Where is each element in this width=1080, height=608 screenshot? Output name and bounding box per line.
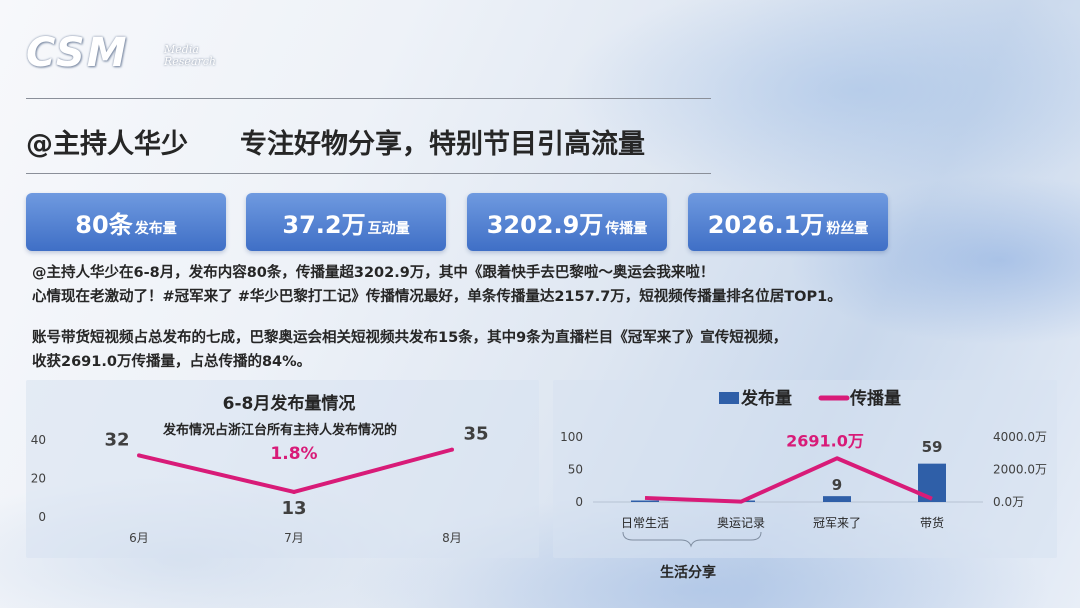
stat-label: 发布量: [134, 221, 177, 237]
stat-value: 3202.9万: [486, 211, 604, 239]
summary-paragraph-1: @主持人华少在6-8月，发布内容80条，传播量超3202.9万，其中《跟着快手去…: [32, 261, 1032, 309]
top-rule: [26, 98, 711, 99]
chart-title: 6-8月发布量情况: [223, 393, 356, 414]
logo-subtext: Media Research: [164, 44, 234, 68]
x-tick-label: 7月: [284, 531, 304, 545]
stat-card-posts: 80条 发布量: [26, 193, 226, 251]
data-point: [137, 453, 141, 458]
y-left-tick-label: 50: [568, 463, 583, 477]
x-tick-label: 带货: [920, 515, 944, 530]
stat-card-reach: 3202.9万 传播量: [467, 193, 667, 251]
x-tick-label: 奥运记录: [717, 516, 765, 530]
line-data-label: 2691.0万: [786, 431, 864, 450]
y-right-tick-label: 0.0万: [993, 495, 1024, 509]
data-point: [450, 447, 454, 452]
stat-value: 2026.1万: [707, 211, 825, 239]
chart-subtitle: 发布情况占浙江台所有主持人发布情况的: [162, 422, 397, 438]
logo-text: CSM: [26, 30, 129, 76]
y-left-tick-label: 100: [560, 430, 583, 444]
page-title: @主持人华少 专注好物分享，特别节目引高流量: [26, 122, 645, 161]
legend-swatch-bar: [719, 392, 739, 404]
y-right-tick-label: 2000.0万: [993, 463, 1047, 477]
stat-card-interactions: 37.2万 互动量: [246, 193, 446, 251]
summary-line: 收获2691.0万传播量，占总传播的84%。: [32, 354, 312, 370]
y-left-tick-label: 0: [575, 495, 583, 509]
monthly-posts-chart: 6-8月发布量情况 发布情况占浙江台所有主持人发布情况的 1.8% 0 20 40 6…: [31, 393, 489, 545]
stat-label: 互动量: [367, 221, 410, 237]
bottom-rule: [26, 173, 711, 174]
y-tick-label: 0: [38, 510, 46, 524]
legend-label-line: 传播量: [849, 388, 901, 409]
stat-value: 37.2万: [282, 211, 366, 239]
bar: [631, 500, 659, 502]
chart-panel-monthly: 6-8月发布量情况 发布情况占浙江台所有主持人发布情况的 1.8% 0 20 40 6…: [26, 380, 539, 558]
data-label: 13: [281, 498, 306, 519]
bar-data-label: 59: [922, 438, 943, 456]
summary-line: 心情现在老激动了！#冠军来了 #华少巴黎打工记》传播情况最好，单条传播量达215…: [32, 289, 842, 305]
stat-label: 传播量: [605, 221, 648, 237]
legend-label-bar: 发布量: [740, 388, 792, 409]
y-tick-label: 40: [31, 433, 46, 447]
series-line: [644, 456, 933, 504]
x-tick-label: 8月: [442, 531, 462, 545]
summary-line: @主持人华少在6-8月，发布内容80条，传播量超3202.9万，其中《跟着快手去…: [32, 265, 715, 281]
category-chart: 发布量 传播量 0 50 100 0.0万 2000.0万 4000.0万 9 59 2691.0万…: [560, 388, 1047, 548]
x-tick-label: 冠军来了: [813, 516, 861, 530]
group-label: 生活分享: [660, 565, 716, 581]
bar-data-label: 9: [832, 476, 842, 494]
data-point: [292, 489, 296, 494]
group-bracket: [622, 531, 762, 548]
y-right-tick-label: 4000.0万: [993, 430, 1047, 444]
logo-sub-media: Media: [164, 43, 199, 56]
data-label: 32: [104, 429, 129, 450]
x-tick-label: 日常生活: [621, 516, 669, 530]
summary-paragraph-2: 账号带货短视频占总发布的七成，巴黎奥运会相关短视频共发布15条，其中9条为直播栏…: [32, 326, 1032, 374]
logo-sub-research: Research: [164, 55, 217, 68]
y-tick-label: 20: [31, 472, 46, 486]
stat-label: 粉丝量: [826, 221, 869, 237]
summary-line: 账号带货短视频占总发布的七成，巴黎奥运会相关短视频共发布15条，其中9条为直播栏…: [32, 330, 788, 346]
stat-card-followers: 2026.1万 粉丝量: [688, 193, 888, 251]
data-label: 35: [463, 424, 488, 445]
x-tick-label: 6月: [129, 531, 149, 545]
page-slogan: 专注好物分享，特别节目引高流量: [240, 129, 645, 160]
host-name: @主持人华少: [26, 129, 188, 160]
stat-value: 80条: [75, 211, 133, 239]
chart-panel-category: 发布量 传播量 0 50 100 0.0万 2000.0万 4000.0万 9 59 2691.0万…: [553, 380, 1057, 558]
chart-highlight: 1.8%: [270, 444, 317, 464]
bar: [823, 496, 851, 502]
